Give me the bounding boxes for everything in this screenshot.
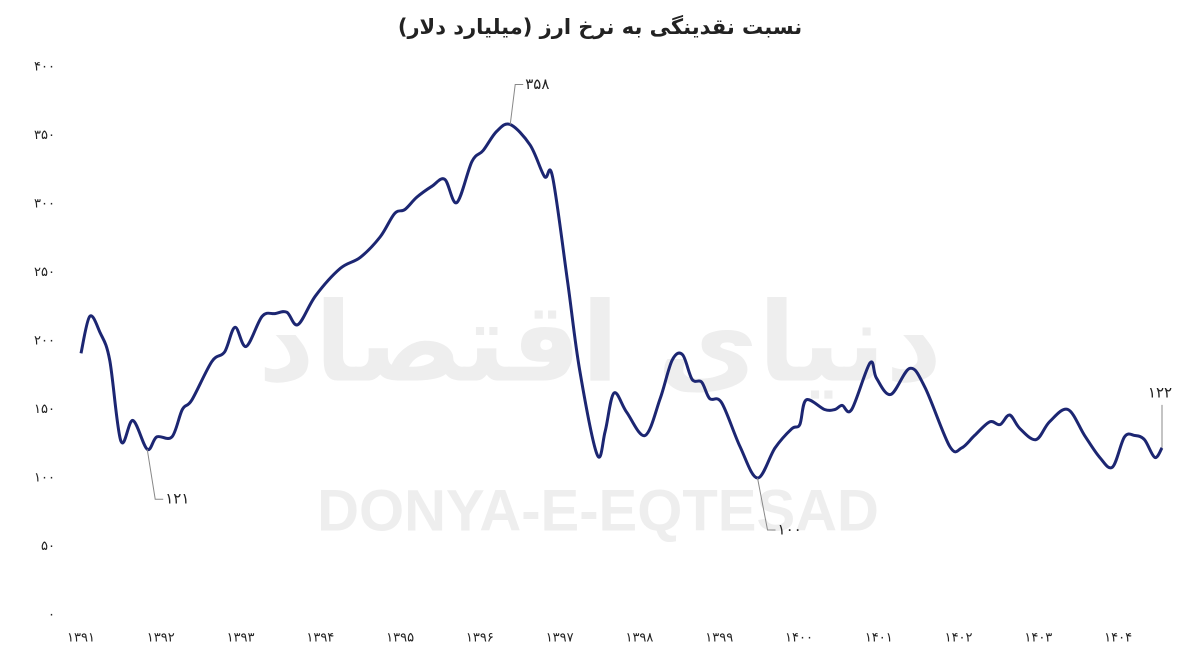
y-tick-label: ۱۵۰ [34, 402, 55, 417]
x-tick-label: ۱۳۹۸ [625, 631, 653, 646]
x-tick-label: ۱۳۹۹ [705, 631, 733, 646]
leader-line [509, 84, 524, 125]
x-tick-label: ۱۴۰۰ [785, 631, 813, 646]
chart-title: نسبت نقدینگی به نرخ ارز (میلیارد دلار) [398, 14, 802, 39]
x-tick-label: ۱۳۹۴ [306, 631, 334, 646]
y-tick-label: ۲۵۰ [34, 265, 55, 280]
y-tick-label: ۴۰۰ [34, 60, 55, 75]
y-tick-label: ۵۰ [41, 539, 55, 554]
y-tick-label: ۳۰۰ [34, 197, 55, 212]
x-tick-label: ۱۴۰۲ [945, 631, 973, 646]
leader-line [757, 477, 776, 531]
watermark: DONYA-E-EQTESAD [317, 478, 879, 543]
x-tick-label: ۱۴۰۳ [1024, 631, 1052, 646]
y-tick-label: ۱۰۰ [34, 471, 55, 486]
data-label: ۱۰۰ [778, 521, 802, 539]
x-tick-label: ۱۴۰۴ [1104, 631, 1132, 646]
data-label: ۱۲۱ [165, 490, 189, 508]
data-label: ۳۵۸ [525, 75, 549, 93]
x-tick-label: ۱۳۹۷ [546, 631, 574, 646]
x-tick-label: ۱۳۹۶ [466, 631, 494, 646]
y-tick-label: ۰ [48, 608, 55, 623]
watermark-logo: دنیای اقتصاد [258, 278, 942, 406]
x-tick-label: ۱۳۹۱ [67, 631, 95, 646]
line [79, 122, 1164, 480]
x-tick-label: ۱۳۹۲ [147, 631, 175, 646]
leader-line [146, 449, 164, 500]
x-tick-label: ۱۳۹۵ [386, 631, 414, 646]
x-tick-label: ۱۳۹۳ [227, 631, 255, 646]
y-tick-label: ۳۵۰ [34, 128, 55, 143]
data-label: ۱۲۲ [1148, 383, 1172, 401]
x-tick-label: ۱۴۰۱ [865, 631, 893, 646]
y-tick-label: ۲۰۰ [34, 334, 55, 349]
